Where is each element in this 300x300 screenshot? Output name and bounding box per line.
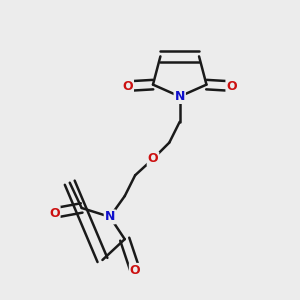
Text: O: O xyxy=(226,80,237,93)
Text: N: N xyxy=(105,210,115,224)
Text: O: O xyxy=(49,206,60,220)
Text: O: O xyxy=(130,264,140,277)
Text: O: O xyxy=(122,80,133,93)
Text: O: O xyxy=(148,152,158,165)
Text: N: N xyxy=(175,90,185,103)
